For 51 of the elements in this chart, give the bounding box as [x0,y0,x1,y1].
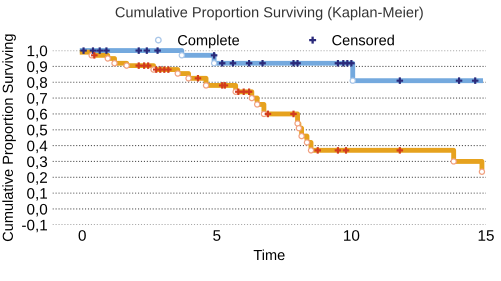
point [91,52,98,59]
y-tick-label: 0,6 [27,108,48,122]
point [456,77,462,84]
point [103,47,110,54]
point [334,147,342,154]
y-tick-label: 0,5 [27,124,48,138]
x-tick-label: 10 [344,230,360,241]
y-tick-label: 0,0 [27,204,48,216]
point [218,60,226,67]
legend-label: Complete [178,34,240,48]
y-tick-label: 0,7 [27,92,47,106]
point [396,147,404,154]
point [194,75,202,82]
point [294,60,301,67]
point [230,60,236,67]
point [235,88,242,96]
point [259,60,266,67]
point [165,66,172,73]
point [314,147,321,154]
chart-title: Cumulative Proportion Surviving (Kaplan-Meier) [116,6,423,20]
point [246,60,252,67]
point [396,77,404,84]
point [154,47,161,54]
point [246,88,252,96]
point [264,110,272,118]
point [144,47,150,54]
point [290,110,297,118]
point [348,60,355,67]
y-tick-label: 0,9 [27,61,48,74]
x-tick-label: 5 [213,230,220,241]
x-tick-label: 15 [478,230,494,241]
x-axis-title: Time [254,249,285,260]
y-tick-label: 1,0 [28,45,48,58]
point [342,147,350,154]
point [210,52,218,59]
x-tick-label: 0 [78,230,86,241]
legend-label: Censored [332,34,394,46]
point [135,62,142,69]
y-axis-title: Cumulative Proportion Surviving [2,34,16,242]
point [240,88,247,96]
point [472,77,478,84]
y-tick-label: 0,3 [27,156,48,169]
y-tick-label: -0,1 [22,220,47,232]
y-tick-label: 0,1 [27,188,47,201]
point [80,47,87,54]
y-tick-label: 0,4 [27,140,48,154]
point [96,47,103,54]
point [144,62,152,69]
point [135,47,142,54]
y-tick-label: 0,2 [27,172,47,185]
y-tick-label: 0,8 [27,77,48,90]
